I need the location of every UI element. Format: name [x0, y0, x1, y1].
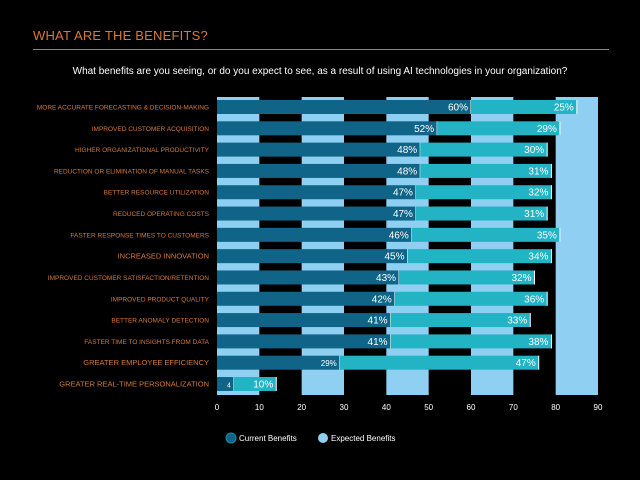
- data-label: 45%: [384, 252, 404, 263]
- x-tick-label: 0: [215, 403, 220, 412]
- data-label: 35%: [537, 230, 557, 241]
- data-label: 29%: [537, 124, 557, 135]
- data-label: 47%: [516, 358, 536, 369]
- data-label: 38%: [528, 337, 548, 348]
- bar-current: [217, 249, 408, 264]
- grid-band: [217, 97, 260, 395]
- x-tick-label: 10: [255, 403, 264, 412]
- category-label: INCREASED INNOVATION: [118, 252, 209, 261]
- chart-subtitle: What benefits are you seeing, or do you …: [72, 66, 568, 77]
- x-tick-label: 80: [551, 403, 560, 412]
- bar-expected: [339, 355, 539, 370]
- data-label: 4: [227, 383, 231, 390]
- bar-expected: [415, 206, 548, 221]
- data-label: 42%: [372, 294, 392, 305]
- data-label: 25%: [554, 103, 574, 114]
- x-tick-label: 90: [594, 403, 603, 412]
- data-label: 31%: [528, 166, 548, 177]
- category-label: BETTER RESOURCE UTILIZATION: [104, 190, 210, 197]
- bar-expected: [233, 377, 277, 391]
- x-tick-label: 50: [424, 403, 433, 412]
- bar-expected: [394, 291, 548, 306]
- legend-swatch-expected: [318, 433, 328, 443]
- data-label: 32%: [511, 273, 531, 284]
- bar-expected: [437, 121, 560, 136]
- data-label: 47%: [393, 209, 413, 220]
- bar-expected: [390, 313, 531, 328]
- bar-expected: [420, 142, 548, 157]
- category-label: IMPROVED CUSTOMER SATISFACTION/RETENTION: [48, 275, 209, 282]
- legend-label-expected: Expected Benefits: [331, 434, 395, 443]
- data-label: 41%: [368, 316, 388, 327]
- category-label: BETTER ANOMALY DETECTION: [111, 318, 209, 325]
- data-label: 60%: [448, 103, 468, 114]
- x-tick-label: 20: [297, 403, 306, 412]
- data-label: 48%: [397, 145, 417, 156]
- data-label: 52%: [414, 124, 434, 135]
- data-label: 46%: [389, 230, 409, 241]
- legend-label-current: Current Benefits: [239, 434, 297, 443]
- bar-expected: [407, 249, 552, 264]
- data-label: 30%: [524, 145, 544, 156]
- data-label: 29%: [321, 359, 337, 368]
- legend-swatch-current: [225, 432, 237, 444]
- category-label: REDUCED OPERATING COSTS: [113, 211, 210, 218]
- data-label: 47%: [393, 188, 413, 199]
- bar-current: [217, 313, 391, 328]
- bar-current: [217, 206, 416, 221]
- bar-current: [217, 291, 395, 306]
- bar-expected: [471, 100, 577, 114]
- bar-current: [217, 270, 400, 285]
- category-label: HIGHER ORGANIZATIONAL PRODUCTIVITY: [75, 147, 210, 154]
- bar-expected: [411, 227, 560, 242]
- bar-current: [217, 121, 438, 136]
- bar-expected: [399, 270, 535, 285]
- data-label: 33%: [507, 316, 527, 327]
- data-label: 32%: [528, 188, 548, 199]
- category-label: IMPROVED CUSTOMER ACQUISITION: [92, 126, 210, 133]
- bar-current: [217, 377, 234, 391]
- bar-current: [217, 227, 412, 242]
- data-label: 48%: [397, 166, 417, 177]
- data-label: 41%: [368, 337, 388, 348]
- bar-current: [217, 185, 416, 200]
- bar-current: [217, 100, 471, 114]
- bar-current: [217, 355, 340, 370]
- category-label: MORE ACCURATE FORECASTING & DECISION-MAK…: [37, 105, 209, 112]
- category-label: GREATER EMPLOYEE EFFICIENCY: [83, 358, 209, 367]
- grid-band: [301, 97, 344, 395]
- bar-expected: [420, 163, 552, 178]
- x-tick-label: 70: [509, 403, 518, 412]
- bar-current: [217, 163, 421, 178]
- data-label: 10%: [253, 380, 273, 391]
- category-label: IMPROVED PRODUCT QUALITY: [111, 296, 210, 303]
- data-label: 36%: [524, 294, 544, 305]
- data-label: 31%: [524, 209, 544, 220]
- category-label: REDUCTION OR ELIMINATION OF MANUAL TASKS: [54, 168, 210, 175]
- page-title: WHAT ARE THE BENEFITS?: [33, 28, 208, 43]
- category-label: FASTER RESPONSE TIMES TO CUSTOMERS: [70, 232, 209, 239]
- data-label: 34%: [528, 252, 548, 263]
- data-label: 43%: [376, 273, 396, 284]
- category-label: GREATER REAL-TIME PERSONALIZATION: [59, 380, 209, 389]
- bar-current: [217, 142, 421, 157]
- grid-band: [386, 97, 429, 395]
- bar-current: [217, 334, 391, 349]
- bar-expected: [415, 185, 552, 200]
- category-label: FASTER TIME TO INSIGHTS FROM DATA: [84, 339, 209, 346]
- x-tick-label: 60: [467, 403, 476, 412]
- bar-expected: [390, 334, 552, 349]
- x-tick-label: 40: [382, 403, 391, 412]
- grid-band: [555, 97, 598, 395]
- x-tick-label: 30: [340, 403, 349, 412]
- grid-band: [471, 97, 514, 395]
- title-divider: [33, 49, 609, 50]
